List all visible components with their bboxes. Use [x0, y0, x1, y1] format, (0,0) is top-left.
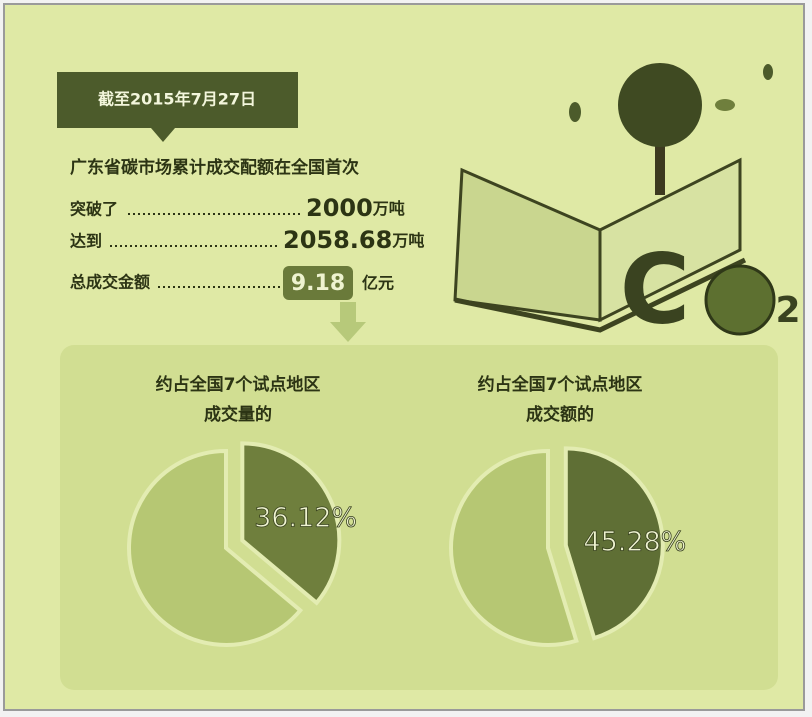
leaf: [715, 99, 735, 111]
stat-label: 总成交金额: [70, 273, 150, 292]
intro-text: 广东省碳市场累计成交配额在全国首次: [70, 157, 359, 178]
leaf: [763, 64, 773, 80]
pie-title: 成交量的: [204, 404, 272, 425]
logo-letter: C: [620, 233, 690, 345]
pie-title: 约占全国7个试点地区: [478, 374, 643, 395]
stat-label: 达到: [70, 232, 102, 251]
pie-title: 约占全国7个试点地区: [156, 374, 321, 395]
tree-crown: [618, 63, 702, 147]
date-label: 截至2015年7月27日: [98, 90, 256, 109]
leaf: [569, 102, 581, 122]
stat-unit: 亿元: [362, 274, 394, 293]
page: { "header": {"date_label": "截至2015年7月27日…: [0, 0, 812, 717]
stat-value: 2058.68: [283, 226, 392, 254]
infographic: 截至2015年7月27日 广东省碳市场累计成交配额在全国首次 突破了 2000万…: [0, 0, 812, 717]
stat-label: 突破了: [70, 200, 118, 219]
stat-unit: 万吨: [372, 199, 405, 218]
stat-unit: 万吨: [391, 231, 424, 250]
value-label: 45.28%: [583, 527, 686, 558]
pie-title: 成交额的: [526, 404, 594, 425]
stat-value: 9.18: [291, 271, 345, 296]
value-label: 36.12%: [254, 502, 357, 533]
stat-value: 2000: [306, 194, 373, 222]
globe: [706, 266, 774, 334]
logo-subscript: 2: [775, 290, 800, 331]
